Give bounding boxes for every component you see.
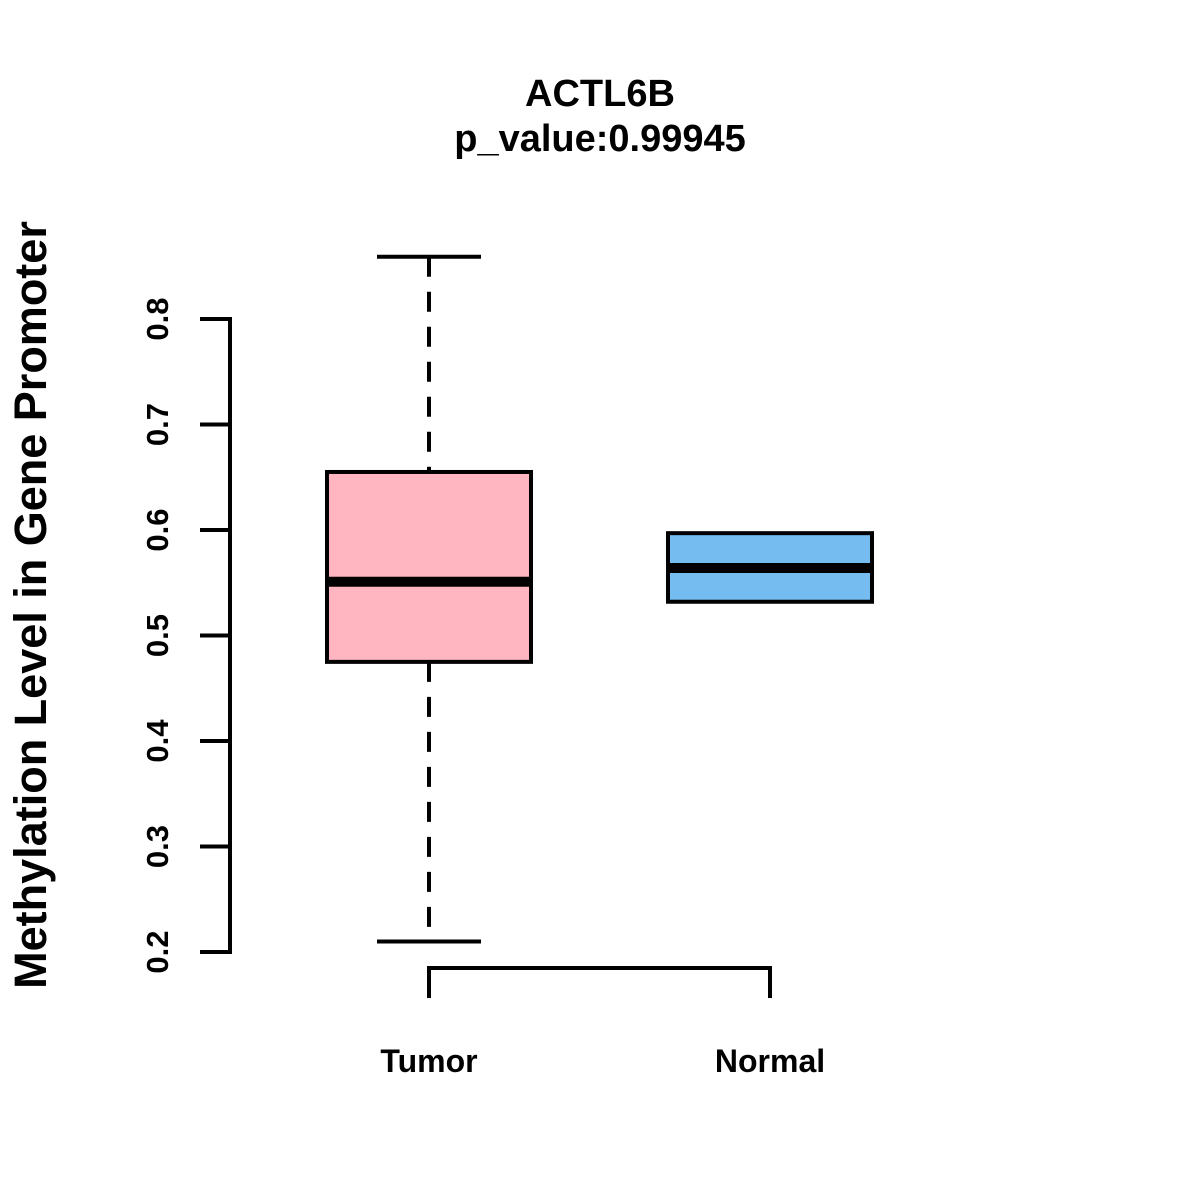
y-axis-title: Methylation Level in Gene Promoter [5, 221, 56, 989]
y-tick-label: 0.2 [140, 930, 175, 973]
chart-title: ACTL6B [525, 73, 675, 115]
y-tick-label: 0.4 [140, 719, 175, 763]
x-category-label-normal: Normal [715, 1043, 825, 1079]
y-tick-label: 0.3 [140, 825, 175, 868]
x-category-label-tumor: Tumor [380, 1043, 477, 1079]
y-tick-label: 0.7 [140, 403, 175, 446]
plot-area: 0.2 0.3 0.4 0.5 0.6 0.7 0.8 Tumor Normal [140, 254, 874, 1079]
y-tick-label: 0.6 [140, 508, 175, 551]
y-tick-label: 0.5 [140, 614, 175, 657]
tumor-box [325, 469, 533, 664]
chart-subtitle: p_value:0.99945 [454, 118, 746, 160]
y-tick-label: 0.8 [140, 297, 175, 340]
